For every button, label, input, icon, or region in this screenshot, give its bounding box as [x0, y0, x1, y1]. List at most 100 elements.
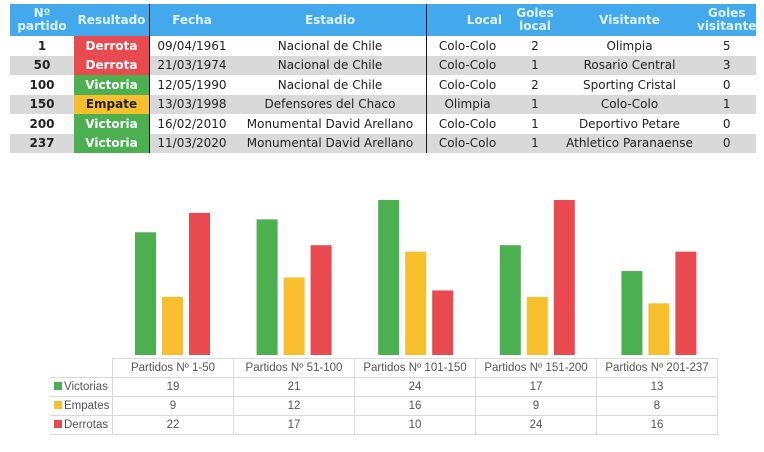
cell-visitante: Colo-Colo	[562, 94, 697, 114]
cell-fecha: 12/05/1990	[157, 77, 227, 92]
category-label: Partidos Nº 1-50	[112, 358, 234, 378]
legend-entry: Empates	[50, 396, 113, 416]
data-label: 16	[596, 415, 718, 435]
cell-fecha: 16/02/2010	[157, 116, 227, 131]
bar-victorias-2	[256, 219, 278, 355]
bar-empates-4	[526, 296, 548, 355]
cell-n: 100	[29, 77, 55, 92]
cell-gv: 0	[697, 133, 757, 153]
cell-estadio: Defensores del Chaco	[234, 94, 427, 114]
cell-estadio: Nacional de Chile	[234, 55, 427, 75]
cell-n: 1	[37, 38, 47, 53]
bar-derrotas-4	[553, 200, 575, 355]
legend-swatch-icon	[54, 401, 62, 409]
table-row: 150 Empate 13/03/1998 Defensores del Chaco O…	[10, 94, 757, 114]
bar-derrotas-3	[432, 290, 454, 355]
cell-fecha: 09/04/1961	[157, 38, 227, 53]
header-fecha: Fecha	[149, 4, 234, 36]
cell-resultado: Victoria	[74, 75, 150, 95]
table-row: 237 Victoria 11/03/2020 Monumental David Ar…	[10, 133, 757, 153]
data-label: 10	[354, 415, 476, 435]
category-label: Partidos Nº 101-150	[354, 358, 476, 378]
category-row: Partidos Nº 1-50 Partidos Nº 51-100 Partid…	[50, 358, 718, 378]
cell-gv: 5	[722, 38, 731, 53]
series-row: Derrotas 22 17 10 24 16	[50, 415, 718, 435]
cell-gl: 1	[531, 116, 539, 131]
bar-victorias-5	[621, 271, 643, 355]
bar-victorias-4	[499, 245, 521, 355]
cell-resultado: Victoria	[74, 133, 150, 153]
header-visitante: Visitante	[562, 4, 697, 36]
cell-gv: 1	[697, 94, 757, 114]
cell-visitante: Deportivo Petare	[578, 116, 681, 131]
bar-victorias-1	[135, 232, 156, 355]
series-name: Empates	[64, 400, 110, 412]
cell-fecha: 21/03/1974	[149, 55, 234, 75]
cell-local: Colo-Colo	[438, 116, 497, 131]
bar-empates-1	[162, 296, 183, 355]
table-row: 200 Victoria 16/02/2010 Monumental David Ar…	[10, 114, 756, 134]
bar-victorias-3	[378, 200, 400, 355]
data-label: 17	[475, 377, 597, 397]
cell-n: 50	[10, 55, 74, 75]
cell-gl: 1	[508, 55, 562, 75]
cell-gl: 1	[508, 133, 562, 153]
cell-visitante: Olimpia	[606, 38, 653, 53]
category-label: Partidos Nº 51-100	[233, 358, 355, 378]
data-label: 19	[112, 377, 234, 397]
cell-gv: 0	[722, 116, 731, 131]
cell-resultado: Derrota	[74, 55, 150, 75]
cell-estadio: Nacional de Chile	[234, 36, 427, 56]
bar-empates-3	[405, 251, 427, 355]
header-n: Nº partido	[10, 4, 74, 36]
cell-visitante: Rosario Central	[562, 55, 697, 75]
bar-empates-2	[283, 277, 305, 355]
cell-estadio: Nacional de Chile	[234, 75, 427, 95]
cell-estadio: Monumental David Arellano	[234, 114, 427, 134]
cell-resultado: Victoria	[74, 114, 150, 134]
header-goles-local: Goles local	[508, 4, 562, 36]
legend-entry: Derrotas	[50, 415, 113, 435]
legend-entry: Victorias	[50, 377, 113, 397]
cell-visitante: Sporting Cristal	[583, 77, 676, 92]
data-label: 16	[354, 396, 476, 416]
cell-local: Colo-Colo	[438, 38, 497, 53]
header-estadio: Estadio	[234, 4, 427, 36]
corner-cell	[50, 359, 113, 378]
bar-empates-5	[648, 303, 670, 355]
cell-resultado: Empate	[74, 94, 150, 114]
table-row: 50 Derrota 21/03/1974 Nacional de Chile Colo…	[10, 55, 757, 75]
bar-derrotas-1	[189, 212, 210, 355]
data-label: 22	[112, 415, 234, 435]
data-label: 8	[596, 396, 718, 416]
data-label: 24	[354, 377, 476, 397]
bar-derrotas-2	[310, 245, 332, 355]
cell-gl: 1	[508, 94, 562, 114]
data-label: 9	[475, 396, 597, 416]
cell-estadio: Monumental David Arellano	[234, 133, 427, 153]
header-resultado: Resultado	[74, 4, 150, 36]
cell-n: 200	[29, 116, 55, 131]
legend-swatch-icon	[54, 420, 62, 428]
series-name: Derrotas	[64, 419, 109, 431]
cell-gv: 0	[722, 77, 731, 92]
cell-local: Olimpia	[426, 94, 508, 114]
data-label: 13	[596, 377, 718, 397]
series-row: Empates 9 12 16 9 8	[50, 396, 718, 416]
cell-n: 237	[10, 133, 74, 153]
data-label: 12	[233, 396, 355, 416]
cell-local: Colo-Colo	[426, 133, 508, 153]
series-name: Victorias	[64, 381, 108, 393]
cell-resultado: Derrota	[74, 36, 150, 56]
cell-gl: 2	[531, 77, 539, 92]
category-label: Partidos Nº 151-200	[475, 358, 597, 378]
cell-gl: 2	[531, 38, 539, 53]
legend-swatch-icon	[54, 382, 62, 390]
matches-table: Nº partido Resultado Fecha Estadio Local…	[10, 4, 756, 153]
table-row: 1 Derrota 09/04/1961 Nacional de Chile Colo-…	[10, 36, 756, 56]
series-row: Victorias 19 21 24 17 13	[50, 377, 718, 397]
table-row: 100 Victoria 12/05/1990 Nacional de Chile Co…	[10, 75, 756, 95]
cell-gv: 3	[697, 55, 757, 75]
cell-local: Colo-Colo	[426, 55, 508, 75]
